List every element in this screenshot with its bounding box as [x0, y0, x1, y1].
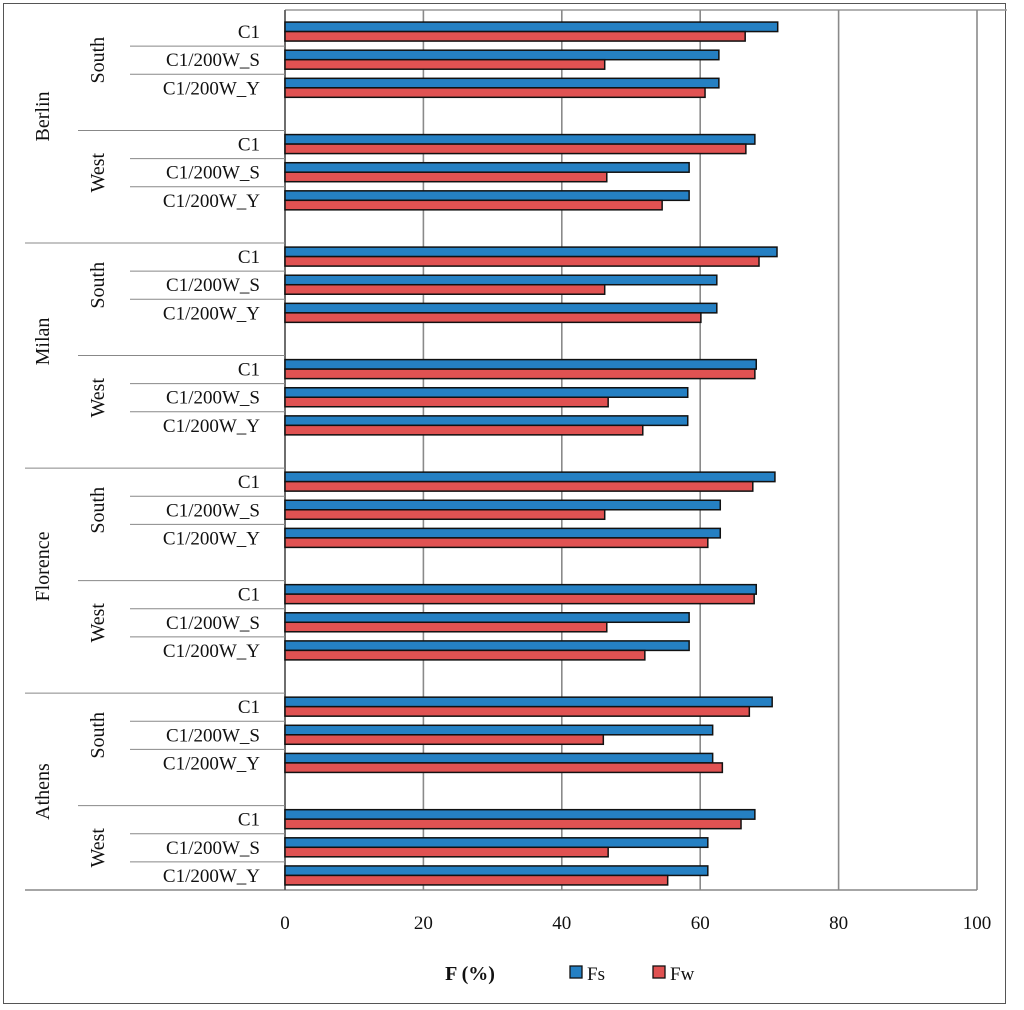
bar-fs: [284, 302, 718, 314]
bar-fw: [284, 255, 760, 267]
category-label: C1: [238, 585, 260, 606]
bar-fs: [284, 386, 689, 398]
bar-fw: [284, 705, 751, 717]
bar-fw: [284, 480, 754, 492]
bar-fw: [284, 199, 663, 211]
bar-fs: [284, 21, 779, 33]
category-label: C1: [238, 697, 260, 718]
city-label: Athens: [32, 763, 54, 820]
region-label: West: [87, 153, 109, 193]
bar-fw: [284, 621, 608, 633]
bar-fs: [284, 865, 709, 877]
region-label: South: [87, 487, 109, 534]
legend-swatch-fw: [652, 965, 666, 979]
category-label: C1/200W_Y: [163, 528, 260, 549]
bar-fs: [284, 724, 714, 736]
bar-fw: [284, 30, 746, 42]
bar-fs: [284, 274, 718, 286]
bar-fw: [284, 424, 644, 436]
category-label: C1/200W_Y: [163, 753, 260, 774]
region-label: West: [87, 378, 109, 418]
region-label: West: [87, 603, 109, 643]
bar-fw: [284, 143, 747, 155]
bar-fs: [284, 161, 690, 173]
x-tick-label: 100: [963, 913, 992, 934]
region-label: South: [87, 712, 109, 759]
bar-fs: [284, 471, 776, 483]
category-label: C1/200W_S: [166, 725, 260, 746]
category-label: C1/200W_S: [166, 388, 260, 409]
bar-fw: [284, 312, 702, 324]
category-label: C1: [238, 810, 260, 831]
bar-fw: [284, 593, 755, 605]
category-label: C1/200W_Y: [163, 416, 260, 437]
bar-fw: [284, 171, 608, 183]
bar-fs: [284, 640, 690, 652]
bar-fs: [284, 133, 756, 145]
bar-fs: [284, 696, 773, 708]
x-axis-label: F (%): [445, 963, 495, 985]
bar-fw: [284, 874, 669, 886]
bar-fs: [284, 527, 722, 539]
bar-fw: [284, 509, 606, 521]
x-tick-label: 0: [280, 913, 290, 934]
category-label: C1/200W_S: [166, 613, 260, 634]
bar-fw: [284, 649, 646, 661]
bar-fw: [284, 368, 756, 380]
category-label: C1/200W_Y: [163, 641, 260, 662]
city-label: Florence: [32, 531, 54, 601]
category-label: C1/200W_S: [166, 275, 260, 296]
region-label: South: [87, 262, 109, 309]
bar-fs: [284, 77, 720, 89]
category-label: C1/200W_S: [166, 500, 260, 521]
category-label: C1/200W_Y: [163, 191, 260, 212]
category-label: C1/200W_Y: [163, 78, 260, 99]
bar-fw: [284, 537, 709, 549]
bar-fs: [284, 808, 756, 820]
bar-fs: [284, 583, 758, 595]
category-label: C1: [238, 360, 260, 381]
x-tick-label: 20: [414, 913, 433, 934]
category-label: C1/200W_S: [166, 838, 260, 859]
category-label: C1/200W_Y: [163, 303, 260, 324]
bar-fs: [284, 358, 758, 370]
bar-fs: [284, 837, 709, 849]
bar-fs: [284, 499, 722, 511]
bar-fs: [284, 612, 690, 624]
city-label: Berlin: [32, 91, 54, 141]
city-label: Milan: [32, 318, 54, 366]
chart-frame: [3, 3, 1006, 1004]
category-label: C1: [238, 22, 260, 43]
category-label: C1/200W_Y: [163, 866, 260, 887]
x-tick-label: 80: [829, 913, 848, 934]
bar-fw: [284, 762, 724, 774]
category-label: C1: [238, 135, 260, 156]
bar-fw: [284, 87, 706, 99]
bar-fw: [284, 734, 605, 746]
legend-swatch-fs: [569, 965, 583, 979]
category-label: C1: [238, 247, 260, 268]
bar-fw: [284, 846, 609, 858]
bar-fw: [284, 396, 609, 408]
bar-fs: [284, 246, 778, 258]
bar-fs: [284, 49, 720, 61]
x-tick-label: 40: [552, 913, 571, 934]
region-label: South: [87, 37, 109, 84]
bar-fw: [284, 818, 742, 830]
category-label: C1/200W_S: [166, 50, 260, 71]
region-label: West: [87, 828, 109, 868]
legend-label-fw: Fw: [670, 964, 695, 985]
bar-fs: [284, 415, 689, 427]
legend-label-fs: Fs: [587, 964, 605, 985]
bar-fs: [284, 190, 690, 202]
x-tick-label: 60: [691, 913, 710, 934]
bar-fw: [284, 283, 606, 295]
category-label: C1: [238, 472, 260, 493]
category-label: C1/200W_S: [166, 163, 260, 184]
bar-fs: [284, 752, 714, 764]
bar-fw: [284, 58, 606, 70]
